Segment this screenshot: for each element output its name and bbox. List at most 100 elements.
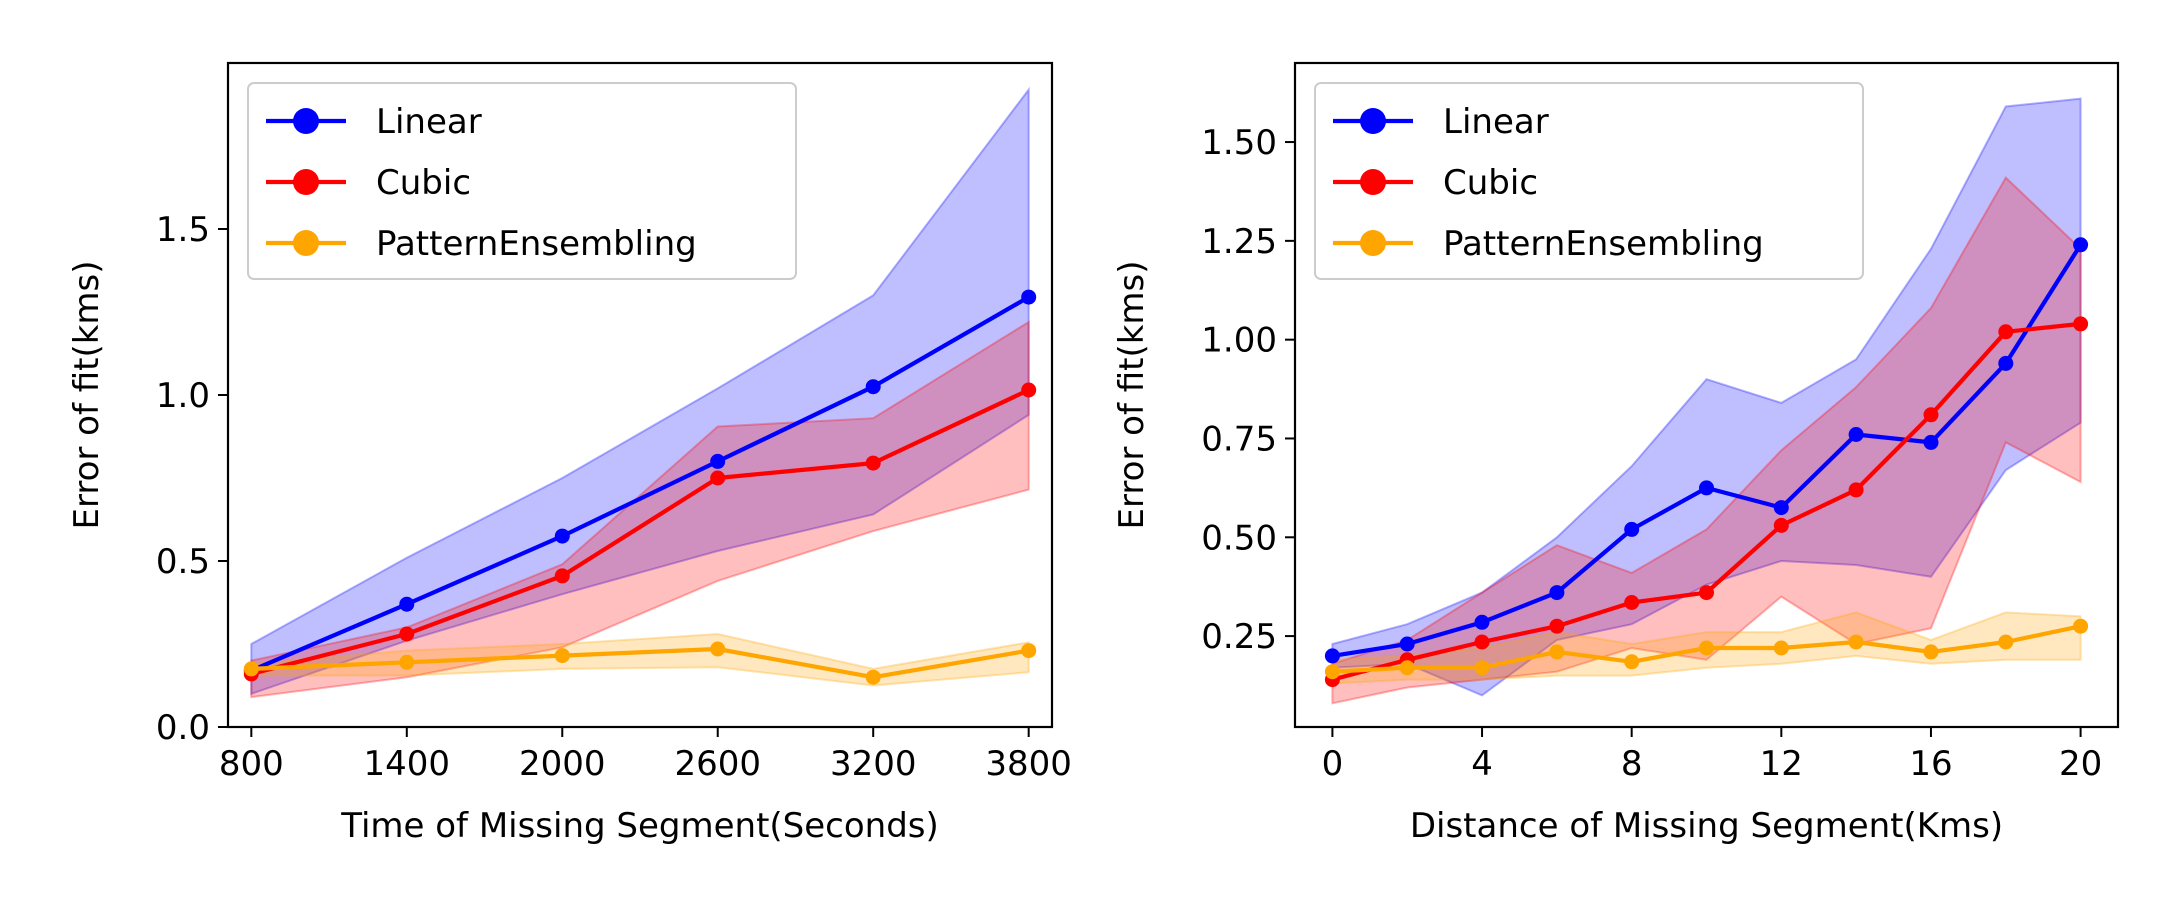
chart-distance: 0 4 8 12 16 20 0.25 0.50 0.75 1.00 1.25 1.50 Distanc… [1112,61,2120,846]
data-point-patternensembling [1998,634,2014,650]
data-point-patternensembling [710,641,726,657]
data-point-cubic [1923,407,1939,423]
data-point-linear [1324,648,1340,664]
x-tick-label: 12 [1760,744,1803,784]
legend-label-cubic: Cubic [1443,163,1538,203]
y-tick-label: 0.50 [1201,518,1277,558]
legend-label-cubic: Cubic [376,163,471,203]
x-tick-label: 4 [1471,744,1493,784]
series-line-patternensembling [251,646,1030,680]
x-tick-label: 2000 [519,744,606,784]
data-point-patternensembling [1474,660,1490,676]
data-point-patternensembling [554,648,570,664]
x-tick-label: 3200 [830,744,917,784]
y-axis-title: Error of fit(kms) [67,260,107,529]
data-point-cubic [1021,382,1037,398]
data-point-linear [1549,585,1565,601]
legend-marker-cubic [1360,169,1386,195]
y-tick-label: 1.25 [1201,222,1277,262]
data-point-linear [1923,434,1939,450]
legend-label-linear: Linear [376,102,482,142]
legend-marker-patternensembling [293,230,319,256]
y-axis-title: Error of fit(kms) [1112,260,1152,529]
data-point-linear [1773,500,1789,516]
data-point-cubic [865,455,881,471]
legend-marker-linear [293,108,319,134]
y-tick-label: 0.25 [1201,617,1277,657]
data-point-linear [554,528,570,544]
series-line-cubic [250,388,1030,676]
x-axis-title: Distance of Missing Segment(Kms) [1410,806,2003,846]
data-point-cubic [399,626,415,642]
x-tick-label: 8 [1621,744,1643,784]
legend-label-patternensembling: PatternEnsembling [376,224,697,264]
plot-area [243,86,1037,699]
data-point-linear [1474,614,1490,630]
data-point-cubic [1624,595,1640,610]
legend-label-patternensembling: PatternEnsembling [1443,224,1764,264]
band-cubic [1331,175,2082,705]
chart-time: 800 1400 2000 2600 3200 3800 0.0 0.5 1.0 1.5 Time … [67,61,1072,846]
x-tick-label: 20 [2059,744,2102,784]
x-tick-label: 0 [1322,744,1344,784]
x-tick-label: 1400 [364,744,451,784]
y-tick-label: 0.5 [156,542,210,582]
legend: Linear Cubic PatternEnsembling [247,82,797,280]
data-point-cubic [1998,324,2014,340]
data-point-cubic [710,470,726,486]
band-patternensembling [250,632,1030,687]
data-point-cubic [1549,618,1565,634]
data-point-cubic [1474,634,1490,650]
data-point-patternensembling [1848,634,1864,650]
data-point-linear [2073,237,2089,253]
data-point-patternensembling [2073,618,2089,634]
y-tick-label: 0.0 [156,708,210,748]
data-point-linear [1399,636,1415,652]
data-point-linear [399,596,415,612]
plot-area [1324,97,2089,705]
data-point-linear [1624,521,1640,537]
data-point-linear [1699,480,1714,496]
data-point-patternensembling [1399,660,1415,676]
data-point-patternensembling [1324,664,1340,680]
data-point-linear [1848,427,1864,442]
legend-marker-cubic [293,169,319,195]
y-tick-label: 1.0 [156,376,210,416]
data-point-cubic [1773,517,1789,533]
data-point-patternensembling [243,661,259,677]
legend: Linear Cubic PatternEnsembling [1314,82,1864,280]
x-axis-title: Time of Missing Segment(Seconds) [340,806,939,846]
data-point-patternensembling [865,669,881,685]
axes-frame [1293,61,2120,729]
data-point-patternensembling [399,654,415,670]
data-point-linear [865,379,881,395]
y-tick-label: 0.75 [1201,419,1277,459]
x-tick-label: 3800 [985,744,1072,784]
x-tick-label: 800 [219,744,284,784]
legend-label-linear: Linear [1443,102,1549,142]
data-point-cubic [554,568,570,584]
data-point-cubic [1699,585,1714,601]
data-point-linear [1998,355,2014,371]
data-point-patternensembling [1773,640,1789,656]
series-line-linear [250,295,1030,673]
data-point-linear [710,453,726,469]
y-tick-label: 1.00 [1201,321,1277,361]
legend-marker-linear [1360,108,1386,134]
data-point-patternensembling [1549,644,1565,660]
legend-box [1314,82,1864,280]
y-tick-label: 1.50 [1201,123,1277,163]
data-point-patternensembling [1699,640,1714,656]
legend-box [247,82,797,280]
data-point-patternensembling [1624,654,1640,670]
x-tick-label: 2600 [674,744,761,784]
data-point-cubic [2073,316,2089,332]
legend-marker-patternensembling [1360,230,1386,256]
y-tick-label: 1.5 [156,210,210,250]
data-point-patternensembling [1923,644,1939,660]
data-point-linear [1021,289,1037,305]
x-tick-label: 16 [1909,744,1952,784]
data-point-cubic [1848,482,1864,498]
data-point-patternensembling [1021,643,1037,659]
